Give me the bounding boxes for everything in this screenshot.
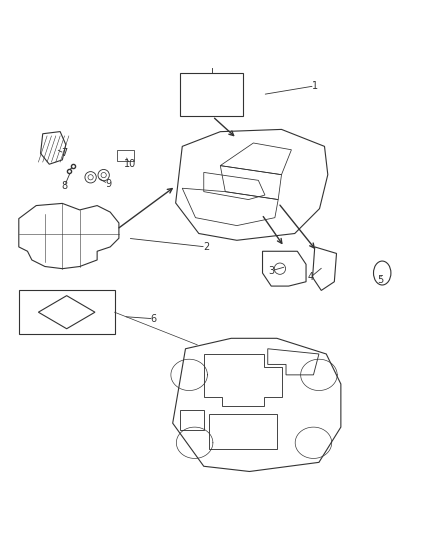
- Text: 8: 8: [61, 181, 67, 191]
- Text: 5: 5: [377, 274, 383, 285]
- Text: 1: 1: [312, 81, 318, 91]
- Text: 10: 10: [124, 159, 136, 169]
- Text: 3: 3: [268, 266, 274, 276]
- Text: 2: 2: [203, 242, 209, 252]
- Bar: [19, 290, 115, 334]
- Text: 7: 7: [61, 148, 67, 158]
- Text: 6: 6: [151, 314, 157, 324]
- Text: 4: 4: [307, 272, 314, 282]
- Text: 9: 9: [105, 179, 111, 189]
